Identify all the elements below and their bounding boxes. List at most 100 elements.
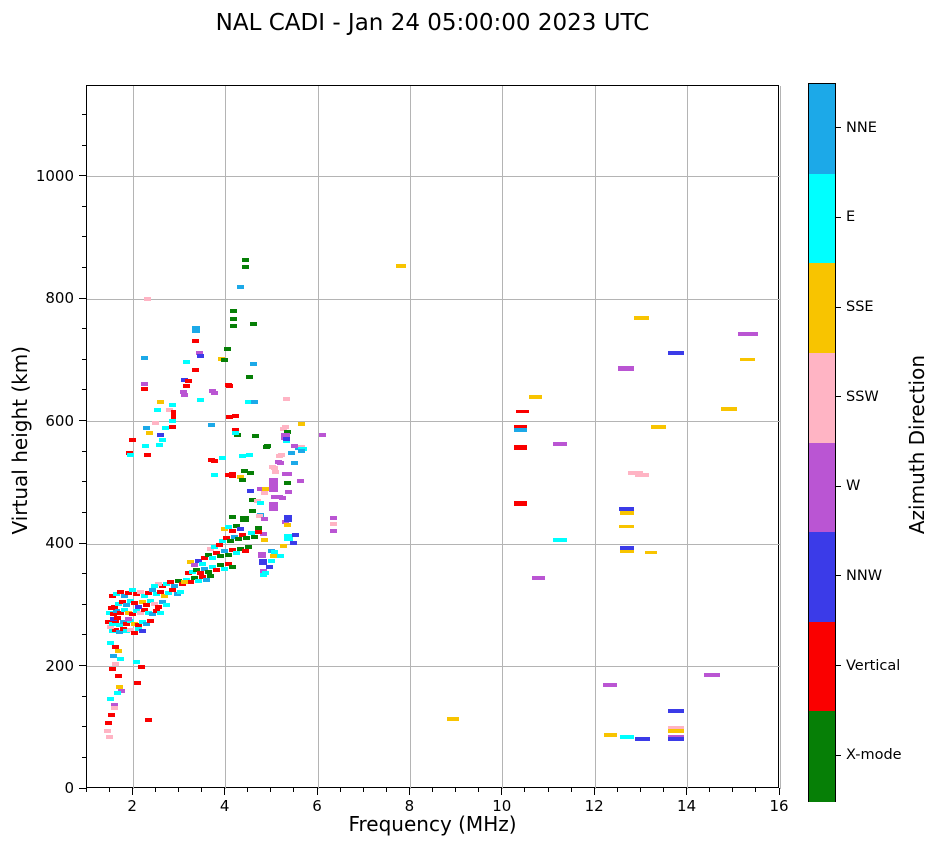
data-point-vertical xyxy=(192,339,200,344)
data-point-vertical xyxy=(199,574,207,579)
data-point-vertical xyxy=(132,592,140,597)
y-tick xyxy=(79,175,86,177)
y-minor-tick xyxy=(82,481,86,483)
data-point-e xyxy=(232,431,240,436)
colorbar-label-w: W xyxy=(846,478,861,495)
data-point-vertical xyxy=(167,580,175,585)
data-point-w xyxy=(211,390,218,395)
data-point-vertical xyxy=(241,549,249,554)
data-point-vertical xyxy=(141,386,149,391)
data-point-x-mode xyxy=(243,535,251,540)
colorbar-band-w xyxy=(809,442,835,533)
data-point-nne xyxy=(120,594,128,599)
data-point-sse xyxy=(395,264,406,269)
y-minor-tick xyxy=(82,634,86,636)
gridline-x xyxy=(502,86,504,789)
data-point-e xyxy=(246,453,254,458)
data-point-vertical xyxy=(107,712,115,717)
gridline-x xyxy=(132,86,134,789)
data-point-vertical xyxy=(231,414,239,419)
data-point-w xyxy=(737,332,758,336)
data-point-e xyxy=(123,629,131,633)
data-point-sse xyxy=(284,523,291,528)
data-point-x-mode xyxy=(205,569,213,574)
data-point-nnw xyxy=(635,736,651,741)
data-point-vertical xyxy=(169,425,177,430)
data-point-vertical xyxy=(213,551,221,556)
data-point-ssw xyxy=(269,464,277,469)
y-tick-label: 600 xyxy=(45,411,74,430)
data-point-e xyxy=(284,534,294,542)
data-point-x-mode xyxy=(249,508,257,513)
data-point-e xyxy=(142,444,150,449)
data-point-vertical xyxy=(185,378,193,383)
data-point-vertical xyxy=(129,437,137,442)
data-point-e xyxy=(156,442,164,447)
data-point-e xyxy=(189,569,197,574)
y-minor-tick xyxy=(82,511,86,513)
colorbar-band-nnw xyxy=(809,532,835,623)
data-point-e xyxy=(177,589,185,594)
data-point-w xyxy=(261,516,269,521)
data-point-e xyxy=(239,453,247,458)
x-tick-label: 12 xyxy=(584,797,604,815)
data-point-w xyxy=(269,478,279,487)
data-point-x-mode xyxy=(241,257,249,262)
data-point-vertical xyxy=(135,622,143,627)
data-point-x-mode xyxy=(249,497,257,502)
data-point-nnw xyxy=(110,616,118,621)
data-point-e xyxy=(183,577,191,582)
data-point-vertical xyxy=(111,604,119,609)
data-point-x-mode xyxy=(225,553,233,558)
data-point-ssw xyxy=(112,662,120,667)
data-point-w xyxy=(275,459,283,464)
data-point-vertical xyxy=(197,571,205,576)
data-point-nnw xyxy=(247,488,255,493)
data-point-w xyxy=(196,350,204,355)
data-point-e xyxy=(552,537,567,542)
x-minor-tick xyxy=(639,788,641,792)
data-point-vertical xyxy=(208,458,216,463)
data-point-vertical xyxy=(117,611,125,616)
y-axis-label-wrap: Virtual height (km) xyxy=(8,290,32,590)
colorbar-band-vertical xyxy=(809,621,835,712)
x-minor-tick xyxy=(201,788,202,792)
y-minor-tick xyxy=(82,389,86,391)
colorbar-tick xyxy=(836,216,841,218)
data-point-e xyxy=(619,734,634,739)
data-point-nne xyxy=(191,326,200,334)
data-point-x-mode xyxy=(247,471,255,476)
data-point-vertical xyxy=(126,450,133,455)
data-point-vertical xyxy=(171,414,177,421)
colorbar-band-sse xyxy=(809,263,835,354)
data-point-x-mode xyxy=(237,546,245,551)
data-point-w xyxy=(191,563,199,568)
data-point-x-mode xyxy=(240,515,250,522)
data-point-x-mode xyxy=(252,434,260,439)
data-point-sse xyxy=(237,475,245,480)
x-tick-label: 6 xyxy=(312,797,322,815)
data-point-e xyxy=(127,453,135,458)
data-point-x-mode xyxy=(217,563,225,568)
x-minor-tick xyxy=(108,788,110,792)
data-point-x-mode xyxy=(264,444,272,449)
data-point-vertical xyxy=(115,674,123,679)
data-point-nne xyxy=(231,534,239,539)
data-point-w xyxy=(118,689,126,694)
data-point-nne xyxy=(237,284,245,289)
data-point-e xyxy=(211,472,218,477)
data-point-e xyxy=(133,659,141,664)
data-point-e xyxy=(163,603,171,608)
colorbar-tick xyxy=(836,575,841,577)
data-point-e xyxy=(126,599,134,603)
data-point-x-mode xyxy=(230,316,238,321)
data-point-w xyxy=(667,734,684,739)
data-point-nne xyxy=(251,399,259,404)
data-point-e xyxy=(152,592,160,597)
data-point-ssw xyxy=(104,728,112,733)
data-point-e xyxy=(163,581,171,586)
x-axis-label: Frequency (MHz) xyxy=(348,812,517,836)
data-point-e xyxy=(120,608,128,613)
data-point-vertical xyxy=(171,410,177,416)
